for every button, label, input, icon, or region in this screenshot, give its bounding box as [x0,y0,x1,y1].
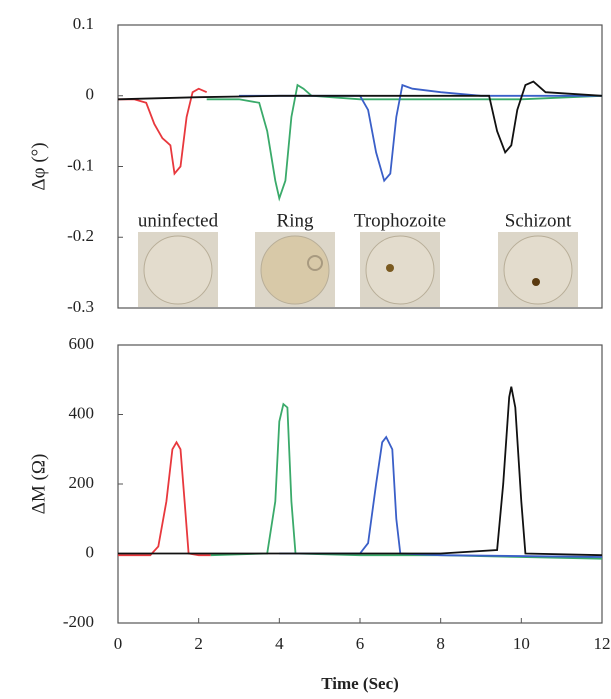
x-tick-label: 12 [594,634,611,653]
annotation: Ring [277,210,314,231]
signal-line [279,435,603,558]
signal-line [206,83,603,202]
parasite [532,278,540,286]
y-tick-label: 0.1 [73,14,94,33]
cell [260,235,330,305]
parasite [307,255,323,271]
y-tick-label: 600 [69,334,95,353]
cell [503,235,573,305]
signal-line [210,402,603,560]
y-tick-label: 200 [69,473,95,492]
y-axis-label: Δφ (°) [28,142,49,190]
x-tick-label: 4 [275,634,284,653]
y-tick-label: 0 [86,85,95,104]
annotation: Schizont [505,210,572,231]
cell [365,235,435,305]
x-tick-label: 0 [114,634,123,653]
y-tick-label: -0.2 [67,226,94,245]
signal-line [118,440,211,557]
y-tick-label: 400 [69,403,95,422]
x-axis-label: Time (Sec) [321,674,399,693]
y-tick-label: 0 [86,542,95,561]
signal-line [117,80,603,155]
y-axis-label: ΔM (Ω) [28,454,49,515]
signal-line [118,386,603,557]
annotation: Trophozoite [354,210,446,231]
x-tick-label: 2 [194,634,203,653]
y-tick-label: -0.1 [67,155,94,174]
y-tick-label: -0.3 [67,297,94,316]
y-tick-label: -200 [63,612,94,631]
x-tick-label: 10 [513,634,530,653]
signal-line [118,87,208,176]
parasite [386,264,394,272]
cell [143,235,213,305]
x-tick-label: 6 [356,634,365,653]
x-tick-label: 8 [436,634,445,653]
annotation: uninfected [138,210,219,231]
plot-frame [117,344,603,624]
